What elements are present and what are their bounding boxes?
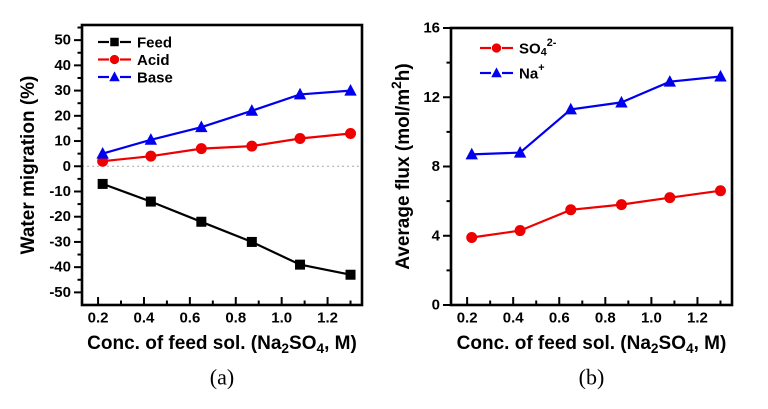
marker-so4-2- — [514, 225, 526, 237]
y-tick-label: -10 — [49, 183, 71, 200]
marker-acid — [246, 140, 258, 152]
marker-acid — [145, 150, 157, 162]
marker-so4-2- — [714, 185, 726, 197]
marker-acid — [195, 143, 207, 155]
y-tick-label: 10 — [54, 133, 71, 150]
series-line-so4-2- — [471, 189, 721, 239]
y-axis-title: Water migration (%) — [18, 76, 39, 255]
marker-base — [293, 87, 307, 100]
y-axis-title: Average flux (mol/m2h) — [388, 63, 413, 269]
panel-b-chart: 0.2 0.4 0.6 0.8 1.0 1.2 0 4 8 12 16 SO42- Na+ Conc. o… — [388, 20, 734, 390]
x-tick-label: 1.2 — [687, 310, 708, 327]
x-axis-title: Conc. of feed sol. (Na2SO4, M) — [87, 333, 357, 356]
marker-na- — [465, 147, 478, 160]
x-tick-label: 0.6 — [549, 310, 570, 327]
marker-na- — [714, 69, 727, 82]
y-tick-label: 30 — [54, 82, 71, 99]
legend-label: Feed — [137, 34, 172, 51]
y-tick-label: 16 — [423, 20, 440, 37]
x-tick-label: 1.2 — [317, 310, 338, 327]
legend-marker — [110, 37, 119, 47]
y-tick-label: 40 — [54, 57, 71, 74]
x-axis-title: Conc. of feed sol. (Na2SO4, M) — [457, 333, 727, 356]
y-tick-label: 8 — [432, 158, 440, 175]
x-tick-label: 0.8 — [225, 310, 246, 327]
marker-so4-2- — [615, 199, 627, 211]
legend-label: Na+ — [519, 62, 545, 82]
y-tick-label: 0 — [63, 158, 71, 175]
series-line-na- — [471, 75, 721, 156]
marker-feed — [145, 196, 156, 207]
marker-base — [344, 83, 357, 96]
marker-feed — [295, 259, 306, 270]
x-tick-label: 0.8 — [595, 310, 616, 327]
plot-frame — [449, 26, 734, 307]
marker-na- — [564, 102, 577, 115]
marker-so4-2- — [466, 231, 478, 243]
legend-item-so4-2-: SO42- — [480, 37, 557, 59]
marker-base — [195, 120, 208, 133]
panel-a-chart: 0.2 0.4 0.6 0.8 1.0 1.2 -50 -40 -30 -20 -10 0 10 20 30… — [18, 23, 364, 390]
marker-na- — [663, 75, 677, 87]
legend-item-acid: Acid — [98, 52, 170, 69]
marker-feed — [345, 269, 356, 280]
y-tick-label: -20 — [49, 208, 71, 225]
x-tick-label: 0.4 — [134, 310, 156, 327]
marker-base — [144, 133, 158, 145]
legend-item-na-: Na+ — [480, 62, 545, 82]
legend-item-feed: Feed — [98, 34, 172, 51]
marker-acid — [345, 127, 357, 139]
x-tick-label: 1.0 — [641, 310, 662, 327]
plot-frame — [80, 23, 364, 307]
legend-label: Base — [137, 69, 173, 86]
y-tick-label: 12 — [423, 89, 440, 106]
marker-na- — [615, 95, 628, 108]
y-tick-label: -30 — [49, 233, 71, 250]
series-line-feed — [102, 182, 351, 276]
marker-feed — [97, 178, 108, 189]
legend-item-base: Base — [98, 69, 173, 86]
y-tick-label: 20 — [54, 107, 71, 124]
x-tick-label: 0.2 — [457, 310, 478, 327]
marker-feed — [196, 216, 207, 227]
marker-base — [96, 147, 109, 159]
legend-label: Acid — [137, 52, 170, 69]
panel-letter: (a) — [210, 365, 234, 390]
y-tick-label: -50 — [49, 284, 71, 301]
legend-marker — [109, 71, 120, 82]
series-line-base — [102, 89, 351, 155]
legend-marker — [109, 54, 120, 65]
series-line-acid — [102, 132, 351, 163]
y-tick-label: 50 — [54, 32, 71, 49]
marker-so4-2- — [664, 192, 676, 204]
marker-so4-2- — [565, 204, 577, 216]
x-tick-label: 0.2 — [88, 310, 109, 327]
panel-letter: (b) — [579, 365, 605, 390]
marker-base — [245, 104, 259, 116]
legend-marker — [491, 67, 502, 78]
y-tick-label: 4 — [432, 227, 441, 244]
marker-acid — [294, 133, 306, 145]
x-tick-label: 0.4 — [503, 310, 525, 327]
marker-feed — [246, 236, 257, 247]
legend-label: SO42- — [519, 37, 557, 59]
x-tick-label: 1.0 — [271, 310, 292, 327]
y-tick-label: -40 — [49, 259, 71, 276]
legend-marker — [491, 43, 502, 53]
x-tick-label: 0.6 — [179, 310, 200, 327]
y-tick-label: 0 — [432, 297, 440, 314]
marker-na- — [513, 146, 527, 158]
